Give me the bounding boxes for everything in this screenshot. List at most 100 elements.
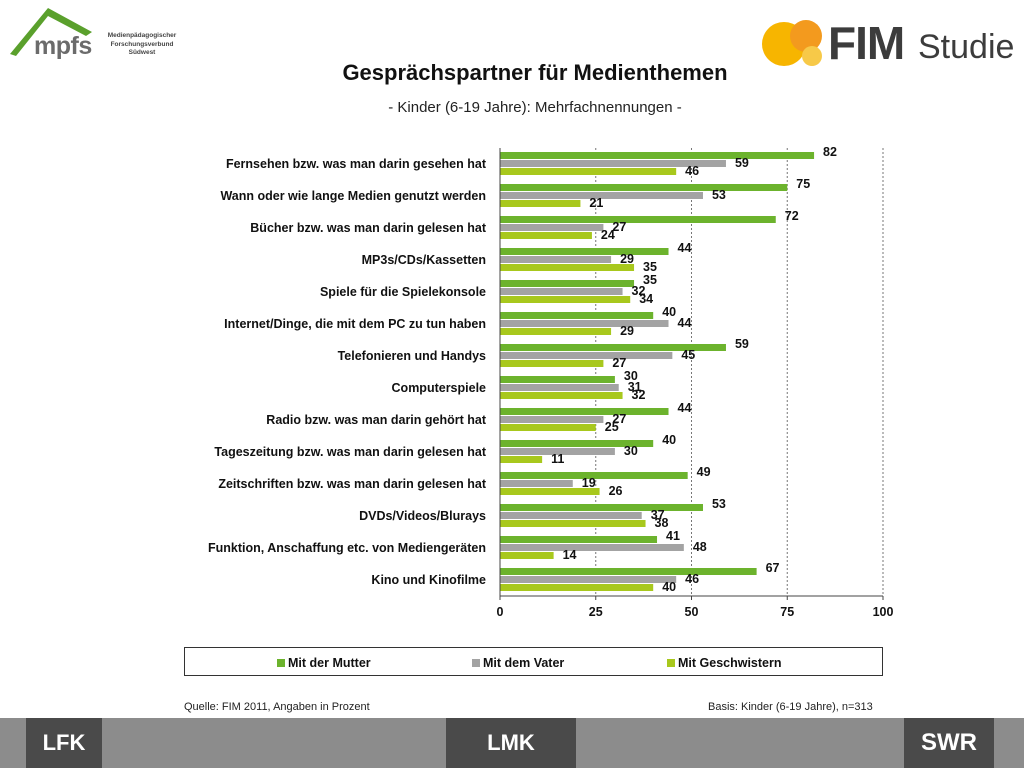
data-label: 40 <box>662 433 676 447</box>
data-label: 53 <box>712 188 726 202</box>
data-label: 75 <box>796 177 810 191</box>
source-note: Quelle: FIM 2011, Angaben in Prozent <box>184 701 370 713</box>
bar <box>500 384 619 391</box>
bar <box>500 584 654 591</box>
bar <box>500 440 654 447</box>
bar <box>500 328 612 335</box>
data-label: 49 <box>697 465 711 479</box>
bar <box>500 312 654 319</box>
category-label: Wann oder wie lange Medien genutzt werde… <box>220 189 486 203</box>
x-tick-label: 25 <box>589 605 603 619</box>
data-label: 53 <box>712 497 726 511</box>
bar <box>500 280 635 287</box>
bar <box>500 536 658 543</box>
x-tick-label: 0 <box>497 605 504 619</box>
data-label: 44 <box>678 401 692 415</box>
legend-swatch-geschwister <box>667 659 675 667</box>
legend-label-vater: Mit dem Vater <box>483 656 565 670</box>
basis-note: Basis: Kinder (6-19 Jahre), n=313 <box>708 701 873 713</box>
data-label: 27 <box>612 356 626 370</box>
x-tick-label: 50 <box>685 605 699 619</box>
chart-legend: Mit der Mutter Mit dem Vater Mit Geschwi… <box>184 647 883 676</box>
data-label: 40 <box>662 305 676 319</box>
category-label: Telefonieren und Handys <box>338 349 486 363</box>
data-label: 19 <box>582 476 596 490</box>
category-label: Kino und Kinofilme <box>371 573 486 587</box>
lmk-logo: LMK <box>446 718 576 768</box>
data-label: 32 <box>632 284 646 298</box>
data-label: 38 <box>655 516 669 530</box>
data-label: 14 <box>563 548 577 562</box>
bar <box>500 248 669 255</box>
bar <box>500 456 543 463</box>
data-label: 34 <box>639 292 653 306</box>
category-label: Bücher bzw. was man darin gelesen hat <box>250 221 487 235</box>
bar <box>500 296 631 303</box>
bar <box>500 256 612 263</box>
studie-wordmark: Studie <box>918 28 1015 66</box>
data-label: 29 <box>620 324 634 338</box>
data-label: 27 <box>612 220 626 234</box>
data-label: 59 <box>735 156 749 170</box>
data-label: 67 <box>766 561 780 575</box>
bar <box>500 192 703 199</box>
chart-title: Gesprächspartner für Medienthemen <box>342 60 728 85</box>
data-label: 11 <box>551 452 564 466</box>
data-label: 44 <box>678 241 692 255</box>
x-tick-label: 100 <box>873 605 894 619</box>
bar <box>500 488 600 495</box>
mpfs-wordmark: mpfs <box>34 32 92 60</box>
bar <box>500 352 673 359</box>
mpfs-roof-icon <box>10 8 92 56</box>
data-label: 25 <box>605 420 619 434</box>
bar <box>500 504 703 511</box>
category-label: DVDs/Videos/Blurays <box>359 509 486 523</box>
bar <box>500 264 635 271</box>
category-label: Fernsehen bzw. was man darin gesehen hat <box>226 157 487 171</box>
swr-logo: SWR <box>904 718 994 768</box>
bar <box>500 480 573 487</box>
data-label: 59 <box>735 337 749 351</box>
data-label: 40 <box>662 580 676 594</box>
mpfs-subtitle: Medienpädagogischer Forschungsverbund Sü… <box>107 32 177 56</box>
data-label: 48 <box>693 540 707 554</box>
category-label: Internet/Dinge, die mit dem PC zu tun ha… <box>224 317 486 331</box>
x-tick-label: 75 <box>780 605 794 619</box>
bar <box>500 200 581 207</box>
data-label: 45 <box>681 348 695 362</box>
bar <box>500 224 604 231</box>
bar <box>500 376 615 383</box>
fim-wordmark: FIM <box>828 17 905 69</box>
lfk-logo: LFK <box>26 718 102 768</box>
lfk-logo-text: LFK <box>42 730 86 755</box>
bar <box>500 160 726 167</box>
bar <box>500 544 684 551</box>
data-label: 30 <box>624 444 638 458</box>
data-label: 24 <box>601 228 615 242</box>
data-label: 82 <box>823 145 837 159</box>
data-label: 27 <box>612 412 626 426</box>
legend-item-vater: Mit dem Vater <box>472 656 564 670</box>
category-label: Funktion, Anschaffung etc. von Medienger… <box>208 541 486 555</box>
bar <box>500 360 604 367</box>
mpfs-logo: mpfs Medienpädagogischer Forschungsverbu… <box>6 2 206 66</box>
data-label: 31 <box>628 380 642 394</box>
bar <box>500 392 623 399</box>
category-label: Zeitschriften bzw. was man darin gelesen… <box>218 477 486 491</box>
legend-item-mutter: Mit der Mutter <box>277 656 371 670</box>
data-label: 44 <box>678 316 692 330</box>
data-label: 29 <box>620 252 634 266</box>
bar <box>500 152 815 159</box>
bar-chart: 82 59 46 Fernsehen bzw. was man darin geseh… <box>208 145 894 619</box>
category-label: MP3s/CDs/Kassetten <box>362 253 486 267</box>
bar <box>500 216 776 223</box>
fim-circles-icon <box>762 20 822 66</box>
category-label: Computerspiele <box>392 381 487 395</box>
data-label: 35 <box>643 260 657 274</box>
legend-item-geschwister: Mit Geschwistern <box>667 656 782 670</box>
data-label: 46 <box>685 164 699 178</box>
data-label: 72 <box>785 209 799 223</box>
category-label: Radio bzw. was man darin gehört hat <box>266 413 487 427</box>
bar <box>500 344 726 351</box>
bar <box>500 472 688 479</box>
